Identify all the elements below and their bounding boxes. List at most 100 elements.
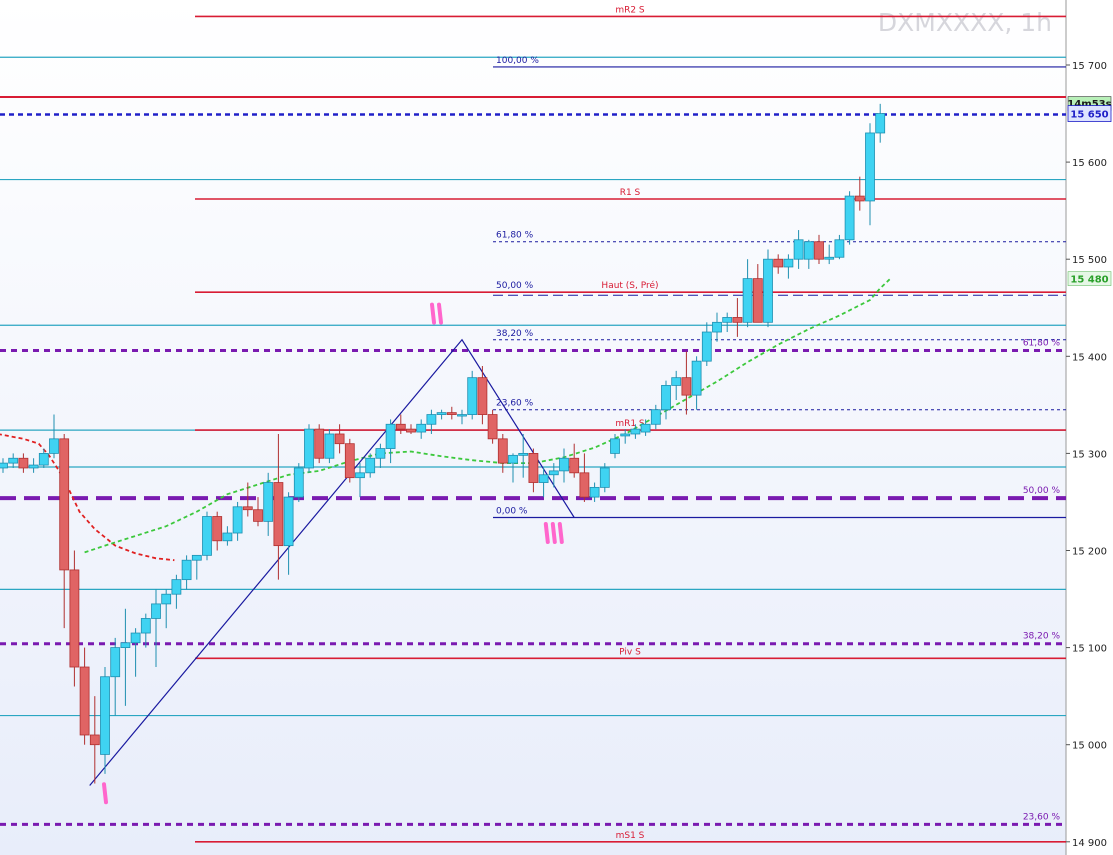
candle-body bbox=[497, 438, 508, 464]
candle bbox=[477, 366, 488, 425]
candle-body bbox=[446, 412, 457, 415]
candle bbox=[181, 555, 192, 590]
candle-body bbox=[793, 239, 804, 260]
candle bbox=[854, 176, 865, 211]
candle-body bbox=[110, 647, 121, 678]
candle bbox=[426, 409, 437, 434]
candle bbox=[242, 482, 253, 517]
candle bbox=[436, 409, 447, 420]
candle bbox=[100, 667, 110, 774]
pivot-label: mS1 S bbox=[616, 831, 645, 841]
candle-body bbox=[8, 457, 19, 464]
candle bbox=[344, 438, 355, 483]
fib-secondary-label: 23,60 % bbox=[1023, 812, 1061, 822]
candle bbox=[202, 511, 212, 561]
candle bbox=[589, 482, 600, 502]
ma-value-box bbox=[1067, 271, 1112, 286]
fib-secondary-label: 50,00 % bbox=[1023, 486, 1061, 496]
candle bbox=[0, 458, 8, 473]
candle bbox=[497, 433, 508, 473]
candle-body bbox=[732, 317, 743, 323]
axis-background bbox=[1066, 0, 1113, 855]
candle-body bbox=[304, 428, 314, 469]
candle-body bbox=[191, 554, 202, 561]
candle bbox=[844, 191, 855, 245]
candle bbox=[661, 380, 671, 420]
candle-body bbox=[242, 506, 253, 511]
candle-body bbox=[79, 666, 90, 736]
candle bbox=[763, 249, 773, 328]
ma-value-label: 15 480 bbox=[1070, 275, 1108, 286]
candle-body bbox=[181, 559, 192, 581]
candle bbox=[212, 511, 223, 551]
candle bbox=[538, 467, 549, 498]
candle bbox=[783, 254, 794, 279]
candle bbox=[28, 458, 39, 473]
candle bbox=[283, 492, 294, 575]
candle-body bbox=[763, 258, 773, 323]
candle-body bbox=[824, 256, 835, 260]
candle-body bbox=[89, 734, 100, 746]
candle bbox=[467, 370, 478, 420]
candle-body bbox=[100, 676, 110, 755]
candle-body bbox=[630, 428, 641, 435]
candle-body bbox=[0, 462, 8, 469]
candle bbox=[875, 103, 886, 143]
candle bbox=[304, 424, 314, 473]
candle bbox=[314, 424, 325, 464]
candle-body bbox=[202, 516, 212, 556]
pivot-label: Haut (S, Pré) bbox=[601, 280, 658, 291]
candle-body bbox=[477, 377, 488, 415]
candle bbox=[834, 234, 845, 260]
fib-primary-label: 61,80 % bbox=[496, 231, 534, 241]
candle bbox=[773, 254, 784, 274]
candle bbox=[293, 463, 304, 502]
candle-body bbox=[569, 457, 580, 474]
candle bbox=[69, 550, 80, 687]
candle bbox=[518, 433, 529, 478]
y-tick-label: 15 400 bbox=[1072, 352, 1107, 363]
candle-body bbox=[232, 506, 243, 534]
candle-body bbox=[722, 317, 733, 323]
candle bbox=[232, 501, 243, 541]
candle bbox=[253, 497, 263, 527]
candle-body bbox=[375, 448, 386, 459]
candle bbox=[222, 526, 233, 546]
candle-body bbox=[661, 385, 671, 411]
candle-body bbox=[69, 569, 80, 668]
candle-body bbox=[334, 433, 345, 445]
candle-body bbox=[752, 278, 763, 323]
candle bbox=[742, 259, 753, 328]
candle-body bbox=[59, 438, 70, 571]
candle-body bbox=[579, 472, 590, 498]
candle-body bbox=[589, 486, 600, 498]
candle bbox=[120, 608, 131, 706]
candle bbox=[110, 637, 121, 716]
candle-body bbox=[538, 474, 549, 483]
candle-body bbox=[293, 467, 304, 498]
candle bbox=[824, 244, 835, 265]
candle-body bbox=[344, 443, 355, 479]
candle bbox=[752, 264, 763, 323]
candle bbox=[712, 312, 722, 342]
candle-body bbox=[395, 423, 406, 430]
y-tick-label: 15 500 bbox=[1072, 255, 1107, 266]
candle-body bbox=[783, 258, 794, 268]
candle bbox=[324, 429, 335, 464]
candle-body bbox=[120, 642, 131, 648]
candle-body bbox=[253, 509, 263, 522]
fib-primary-label: 100,00 % bbox=[496, 56, 539, 66]
candle bbox=[263, 472, 274, 536]
candle bbox=[793, 230, 804, 269]
candle bbox=[273, 433, 284, 580]
annotation-marker bbox=[430, 302, 436, 325]
candle bbox=[681, 351, 692, 415]
candle bbox=[508, 453, 518, 483]
candle bbox=[487, 409, 498, 444]
candle bbox=[803, 239, 814, 269]
candle bbox=[365, 453, 376, 478]
pivot-label: mR1 S bbox=[615, 419, 645, 429]
candle bbox=[446, 406, 457, 420]
candle bbox=[691, 356, 702, 410]
candle-body bbox=[671, 377, 682, 386]
